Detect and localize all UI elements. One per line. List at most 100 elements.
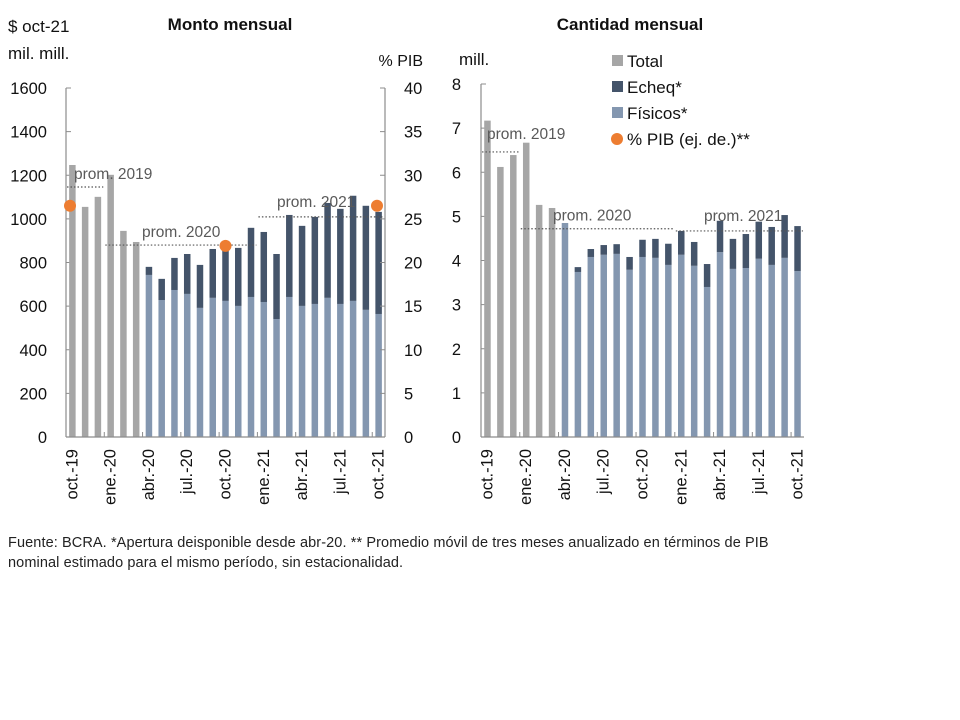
bar-echeq xyxy=(260,231,268,302)
bar-fisicos xyxy=(196,307,204,437)
x-tick-label: jul.-21 xyxy=(750,449,768,495)
bar-fisicos xyxy=(690,265,698,437)
bar-fisicos xyxy=(260,301,268,437)
bar-fisicos xyxy=(158,300,165,437)
y-tick-label: 6 xyxy=(452,164,461,182)
x-tick-label: oct.-19 xyxy=(63,449,81,499)
x-tick-label: ene.-21 xyxy=(672,449,690,505)
y-tick-label: 3 xyxy=(452,297,461,315)
bar-fisicos xyxy=(145,274,153,437)
bar-fisicos xyxy=(311,303,319,437)
bar-fisicos xyxy=(587,256,595,437)
bar-fisicos xyxy=(768,264,775,437)
bar-fisicos xyxy=(222,300,229,437)
x-tick-label: oct.-21 xyxy=(370,449,388,499)
bar-echeq xyxy=(690,241,698,266)
x-tick-label: oct.-20 xyxy=(217,449,235,499)
bar-echeq xyxy=(781,215,788,258)
bar-echeq xyxy=(286,214,293,297)
y-tick-label: 1000 xyxy=(10,211,47,229)
bar-fisicos xyxy=(375,313,382,437)
bar-echeq xyxy=(665,243,672,265)
y-tick-label: 1600 xyxy=(10,80,47,98)
left-chart-title: Monto mensual xyxy=(168,15,293,34)
x-tick-label: ene.-21 xyxy=(255,449,273,505)
bar-fisicos xyxy=(613,253,620,437)
bar-total xyxy=(94,196,102,437)
x-tick-label: oct.-19 xyxy=(478,449,496,499)
y2-tick-label: 20 xyxy=(404,255,422,273)
bar-echeq xyxy=(703,264,711,287)
bar-total xyxy=(69,164,76,438)
legend: Total Echeq* Físicos* % PIB (ej. de.)** xyxy=(611,52,750,149)
y-tick-label: 200 xyxy=(19,385,47,403)
bar-fisicos xyxy=(247,296,255,437)
bar-fisicos xyxy=(703,286,711,437)
bar-fisicos xyxy=(729,268,737,437)
legend-marker-pib xyxy=(611,133,623,145)
y-tick-label: 1 xyxy=(452,385,461,403)
bar-fisicos xyxy=(639,256,646,437)
legend-label-pib: % PIB (ej. de.)** xyxy=(627,130,750,149)
bar-echeq xyxy=(768,226,775,265)
y2-tick-label: 0 xyxy=(404,429,413,447)
y-tick-label: 800 xyxy=(19,255,47,273)
bar-echeq xyxy=(196,264,204,308)
left-y-label-line2: mil. mill. xyxy=(8,44,69,63)
y2-tick-label: 35 xyxy=(404,124,422,142)
bar-echeq xyxy=(145,266,153,275)
y-tick-label: 0 xyxy=(452,429,461,447)
bar-total xyxy=(535,204,543,437)
bar-fisicos xyxy=(235,305,242,437)
bar-echeq xyxy=(574,267,582,272)
bar-total xyxy=(548,207,556,437)
bar-echeq xyxy=(613,244,620,254)
average-label: prom. 2020 xyxy=(553,208,632,225)
bar-fisicos xyxy=(286,296,293,437)
right-chart-plot: 0 1 2 3 4 5 6 7 8 oct.-19 ene.-20 abr.-20 jul.-20 oct… xyxy=(452,76,807,505)
bar-total xyxy=(484,120,491,437)
bar-total xyxy=(132,241,140,437)
bar-echeq xyxy=(222,245,229,301)
bar-echeq xyxy=(626,256,633,270)
average-label: prom. 2020 xyxy=(142,224,221,241)
bar-fisicos xyxy=(362,309,370,437)
bar-fisicos xyxy=(324,297,331,437)
bar-total xyxy=(522,142,530,437)
left-y2-label: % PIB xyxy=(379,53,423,70)
bar-echeq xyxy=(652,238,659,258)
y-tick-label: 2 xyxy=(452,341,461,359)
bar-fisicos xyxy=(183,293,191,437)
bar-echeq xyxy=(716,220,724,253)
y2-tick-label: 40 xyxy=(404,80,422,98)
bar-fisicos xyxy=(794,271,801,437)
y2-tick-label: 15 xyxy=(404,298,422,316)
bar-echeq xyxy=(171,257,178,290)
x-tick-label: abr.-21 xyxy=(293,449,311,500)
bar-echeq xyxy=(729,238,737,269)
legend-label-fisicos: Físicos* xyxy=(627,104,688,123)
y2-tick-label: 25 xyxy=(404,211,422,229)
bar-fisicos xyxy=(171,289,178,437)
pib-point xyxy=(219,239,232,252)
bar-echeq xyxy=(349,195,357,301)
y-tick-label: 0 xyxy=(38,429,47,447)
right-y-label: mill. xyxy=(459,50,489,69)
y2-tick-label: 30 xyxy=(404,167,422,185)
bar-total xyxy=(81,206,89,437)
y-tick-label: 1400 xyxy=(10,124,47,142)
bar-echeq xyxy=(183,253,191,294)
bar-echeq xyxy=(755,221,763,259)
y-tick-label: 1200 xyxy=(10,167,47,185)
bar-fisicos xyxy=(337,303,344,437)
bar-echeq xyxy=(247,227,255,297)
bar-echeq xyxy=(311,216,319,304)
bar-echeq xyxy=(337,208,344,304)
bar-echeq xyxy=(600,245,607,255)
y-tick-label: 7 xyxy=(452,120,461,138)
y-tick-label: 4 xyxy=(452,253,461,271)
y2-tick-label: 5 xyxy=(404,385,413,403)
bar-fisicos xyxy=(652,257,659,437)
x-tick-label: ene.-20 xyxy=(517,449,535,505)
